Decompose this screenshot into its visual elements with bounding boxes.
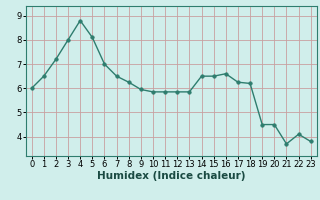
X-axis label: Humidex (Indice chaleur): Humidex (Indice chaleur) [97,171,245,181]
